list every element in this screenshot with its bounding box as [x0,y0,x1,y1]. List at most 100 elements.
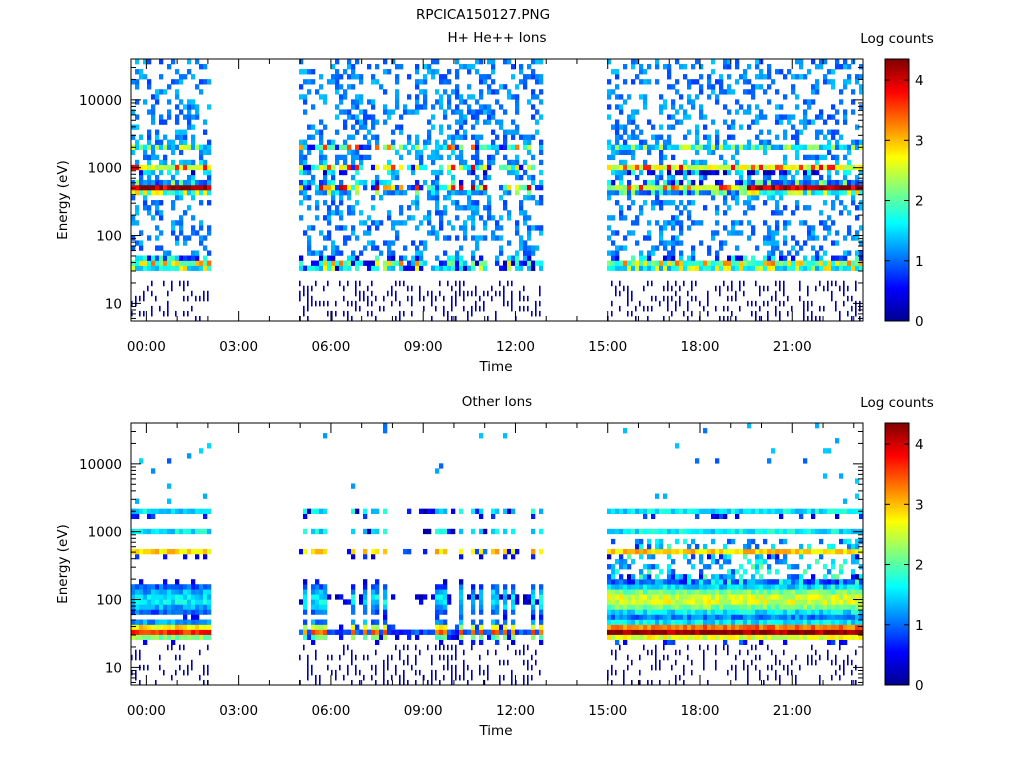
spectrogram-cell [147,179,152,186]
spectrogram-cell [775,205,780,211]
spectrogram-cell [671,599,676,605]
spectrogram-cell [431,59,436,65]
spectrogram-cell [167,179,172,186]
spectrogram-cell [183,584,188,590]
spectrogram-cell [767,569,772,575]
spectrogram-cell [359,295,361,302]
spectrogram-cell [623,428,628,434]
spectrogram-cell [311,144,316,150]
spectrogram-cell [351,654,353,661]
spectrogram-cell [643,624,648,630]
spectrogram-cell [191,619,196,625]
spectrogram-cell [711,144,716,150]
spectrogram-cell [527,664,529,671]
spectrogram-cell [163,144,168,150]
spectrogram-cell [187,589,192,595]
spectrogram-cell [183,114,188,120]
spectrogram-cell [771,190,776,196]
spectrogram-cell [615,569,620,575]
spectrogram-cell [611,619,616,625]
spectrogram-cell [435,144,440,150]
plot-frame [130,58,864,322]
spectrogram-cell [731,295,733,302]
spectrogram-cell [731,664,733,671]
spectrogram-cell [179,164,184,171]
spectrogram-cell [775,674,777,681]
spectrogram-cell [715,210,720,216]
spectrogram-cell [791,134,796,140]
spectrogram-cell [727,89,732,95]
spectrogram-cell [787,295,789,302]
spectrogram-cell [187,599,192,605]
spectrogram-cell [759,508,764,514]
spectrogram-cell [391,139,396,145]
spectrogram-cell [615,184,620,191]
spectrogram-cell [667,240,672,246]
spectrogram-cell [423,74,428,80]
spectrogram-cell [339,634,344,640]
spectrogram-cell [787,164,792,171]
spectrogram-cell [431,679,433,686]
spectrogram-cell [615,200,620,206]
spectrogram-cell [155,609,160,615]
spectrogram-cell [743,265,748,271]
spectrogram-cell [203,129,208,135]
spectrogram-cell [763,609,768,615]
spectrogram-cell [187,190,192,196]
spectrogram-cell [139,295,141,302]
spectrogram-cell [771,589,776,595]
spectrogram-cell [151,169,156,176]
spectrogram-cell [475,210,480,216]
spectrogram-cell [639,528,644,535]
spectrogram-cell [767,554,772,560]
spectrogram-cell [787,265,792,271]
spectrogram-cell [363,528,368,535]
spectrogram-cell [179,624,184,630]
spectrogram-cell [407,205,412,211]
spectrogram-cell [195,619,200,625]
spectrogram-cell [479,548,484,555]
spectrogram-cell [767,184,772,191]
spectrogram-cell [459,589,464,595]
spectrogram-cell [311,508,316,514]
spectrogram-cell [183,548,188,555]
spectrogram-cell [675,634,680,640]
spectrogram-cell [679,594,684,600]
spectrogram-cell [631,169,636,176]
spectrogram-cell [703,260,708,266]
spectrogram-cell [683,74,688,80]
spectrogram-cell [651,528,656,535]
spectrogram-cell [147,59,152,65]
spectrogram-cell [743,280,745,287]
spectrogram-cell [779,179,784,186]
spectrogram-cell [679,609,684,615]
spectrogram-cell [827,129,832,135]
spectrogram-cell [175,599,180,605]
spectrogram-cell [391,240,396,246]
spectrogram-cell [311,174,316,181]
spectrogram-cell [203,493,208,499]
spectrogram-cell [527,174,532,181]
spectrogram-cell [699,614,704,620]
spectrogram-cell [815,260,820,266]
spectrogram-cell [195,265,200,271]
spectrogram-cell [775,164,780,171]
spectrogram-cell [751,184,756,191]
spectrogram-cell [479,184,484,191]
spectrogram-cell [411,265,416,271]
spectrogram-cell [163,624,168,630]
spectrogram-cell [511,134,516,140]
spectrogram-cell [135,594,140,600]
spectrogram-cell [743,190,748,196]
spectrogram-cell [383,179,388,186]
spectrogram-cell [131,134,136,140]
spectrogram-cell [811,119,816,125]
spectrogram-cell [311,639,316,645]
spectrogram-cell [303,179,308,186]
spectrogram-cell [463,629,468,635]
spectrogram-cell [751,589,756,595]
spectrogram-cell [675,599,680,605]
spectrogram-cell [667,584,672,590]
spectrogram-cell [691,255,696,261]
spectrogram-cell [435,230,440,236]
